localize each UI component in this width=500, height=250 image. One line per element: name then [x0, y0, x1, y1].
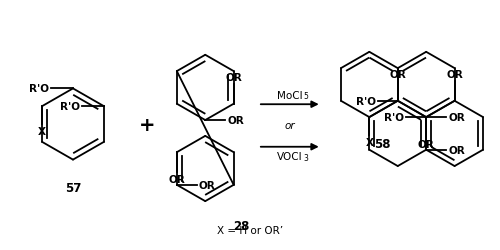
- Text: OR: OR: [390, 70, 406, 80]
- Text: or: or: [284, 121, 295, 131]
- Text: OR: OR: [168, 174, 185, 184]
- Text: R'O: R'O: [384, 113, 404, 122]
- Text: 5: 5: [304, 92, 308, 101]
- Text: +: +: [140, 116, 156, 135]
- Text: OR: OR: [448, 113, 465, 122]
- Text: R'O: R'O: [60, 102, 80, 112]
- Text: VOCl: VOCl: [277, 151, 302, 161]
- Text: OR: OR: [226, 73, 242, 83]
- Text: R'O: R'O: [29, 84, 49, 94]
- Text: 3: 3: [304, 153, 308, 162]
- Text: X: X: [38, 126, 46, 136]
- Text: X = H or OR’: X = H or OR’: [217, 225, 283, 235]
- Text: 28: 28: [233, 219, 250, 232]
- Text: 57: 57: [65, 182, 81, 194]
- Text: MoCl: MoCl: [277, 91, 302, 101]
- Text: R'O: R'O: [356, 96, 376, 106]
- Text: OR: OR: [446, 70, 463, 80]
- Text: OR: OR: [227, 116, 244, 126]
- Text: OR: OR: [198, 180, 216, 190]
- Text: OR: OR: [448, 145, 465, 155]
- Text: OR: OR: [418, 139, 434, 149]
- Text: X: X: [366, 137, 374, 147]
- Text: 58: 58: [374, 137, 391, 150]
